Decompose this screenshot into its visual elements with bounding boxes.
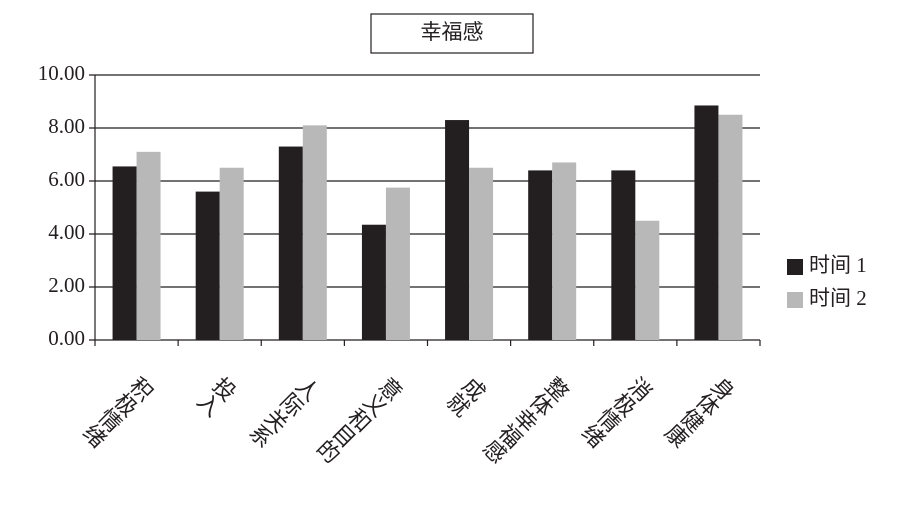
y-tick-label: 10.00 — [38, 61, 85, 85]
y-tick-label: 6.00 — [48, 167, 85, 191]
bar — [694, 105, 719, 340]
y-tick-label: 0.00 — [48, 326, 85, 350]
bar — [469, 167, 494, 340]
bar — [552, 162, 577, 340]
title-box — [370, 13, 534, 54]
bar — [361, 224, 386, 340]
x-tick-label: 人际关系 — [244, 371, 324, 451]
bar — [635, 220, 660, 340]
bar — [611, 170, 636, 340]
x-tick-label: 意义和目的 — [311, 371, 407, 467]
legend-label: 时间 1 — [809, 253, 867, 277]
bar — [528, 170, 553, 340]
legend-swatch — [787, 292, 803, 308]
x-tick-label: 身体健康 — [659, 371, 739, 451]
legend-label: 时间 2 — [809, 286, 867, 310]
bar — [445, 120, 470, 340]
bar — [112, 166, 137, 340]
y-tick-label: 2.00 — [48, 273, 85, 297]
bar — [136, 151, 161, 340]
bar — [195, 191, 220, 340]
chart-title: 幸福感 — [421, 20, 484, 44]
bar — [718, 114, 743, 340]
x-tick-label: 消极情绪 — [576, 371, 656, 451]
bar — [385, 187, 410, 340]
bar — [219, 167, 244, 340]
x-tick-label: 投入 — [192, 371, 241, 420]
y-tick-label: 8.00 — [48, 114, 85, 138]
bar — [302, 125, 327, 340]
bar — [278, 146, 303, 340]
x-tick-label: 成就 — [441, 371, 490, 420]
x-tick-label: 整体幸福感 — [477, 371, 573, 467]
x-tick-label: 积极情绪 — [77, 371, 157, 451]
y-tick-label: 4.00 — [48, 220, 85, 244]
legend-swatch — [787, 259, 803, 275]
